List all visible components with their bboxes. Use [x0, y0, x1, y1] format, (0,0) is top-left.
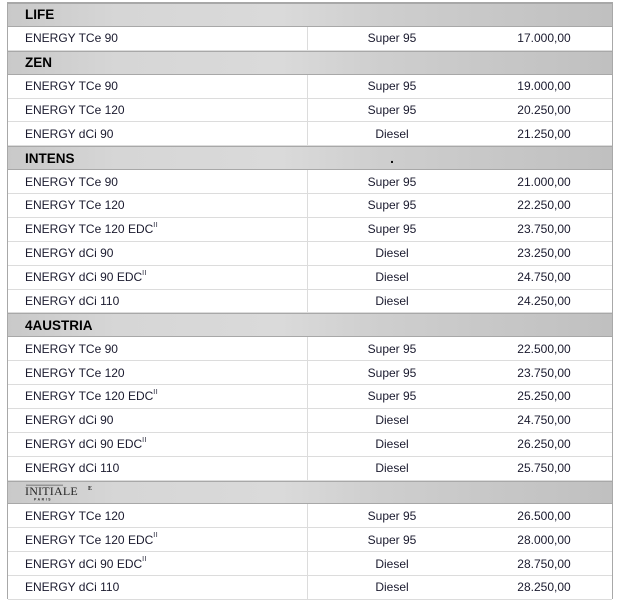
- svg-text:INITIALE: INITIALE: [25, 484, 78, 498]
- svg-text:PARIS: PARIS: [34, 497, 52, 501]
- svg-text:E: E: [88, 486, 92, 492]
